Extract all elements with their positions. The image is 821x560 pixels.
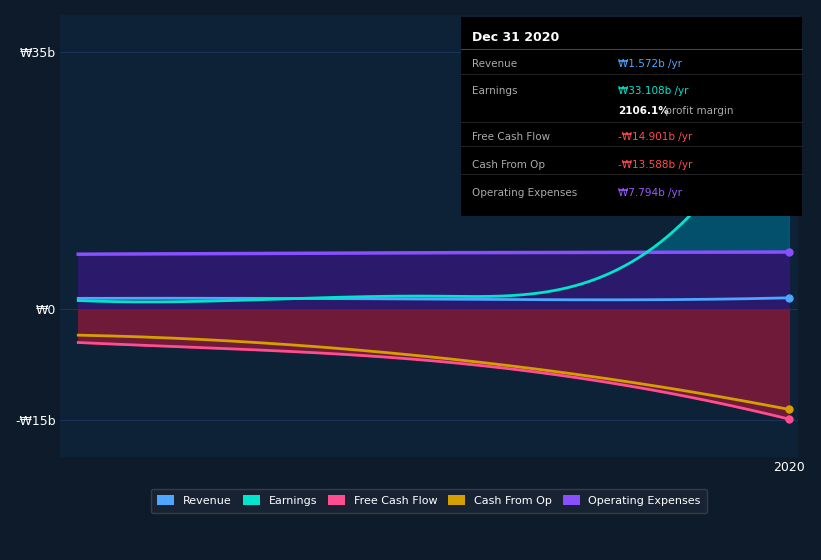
Text: -₩13.588b /yr: -₩13.588b /yr — [618, 160, 692, 170]
Text: Free Cash Flow: Free Cash Flow — [471, 132, 550, 142]
Text: ₩7.794b /yr: ₩7.794b /yr — [618, 188, 682, 198]
Text: ₩33.108b /yr: ₩33.108b /yr — [618, 86, 689, 96]
Text: profit margin: profit margin — [663, 106, 734, 116]
Text: Dec 31 2020: Dec 31 2020 — [471, 31, 559, 44]
Text: Earnings: Earnings — [471, 86, 517, 96]
Legend: Revenue, Earnings, Free Cash Flow, Cash From Op, Operating Expenses: Revenue, Earnings, Free Cash Flow, Cash … — [151, 489, 708, 513]
Text: Revenue: Revenue — [471, 59, 516, 68]
Text: -₩14.901b /yr: -₩14.901b /yr — [618, 132, 692, 142]
Text: 2106.1%: 2106.1% — [618, 106, 669, 116]
Text: Operating Expenses: Operating Expenses — [471, 188, 577, 198]
Text: ₩1.572b /yr: ₩1.572b /yr — [618, 59, 682, 68]
Text: Cash From Op: Cash From Op — [471, 160, 544, 170]
